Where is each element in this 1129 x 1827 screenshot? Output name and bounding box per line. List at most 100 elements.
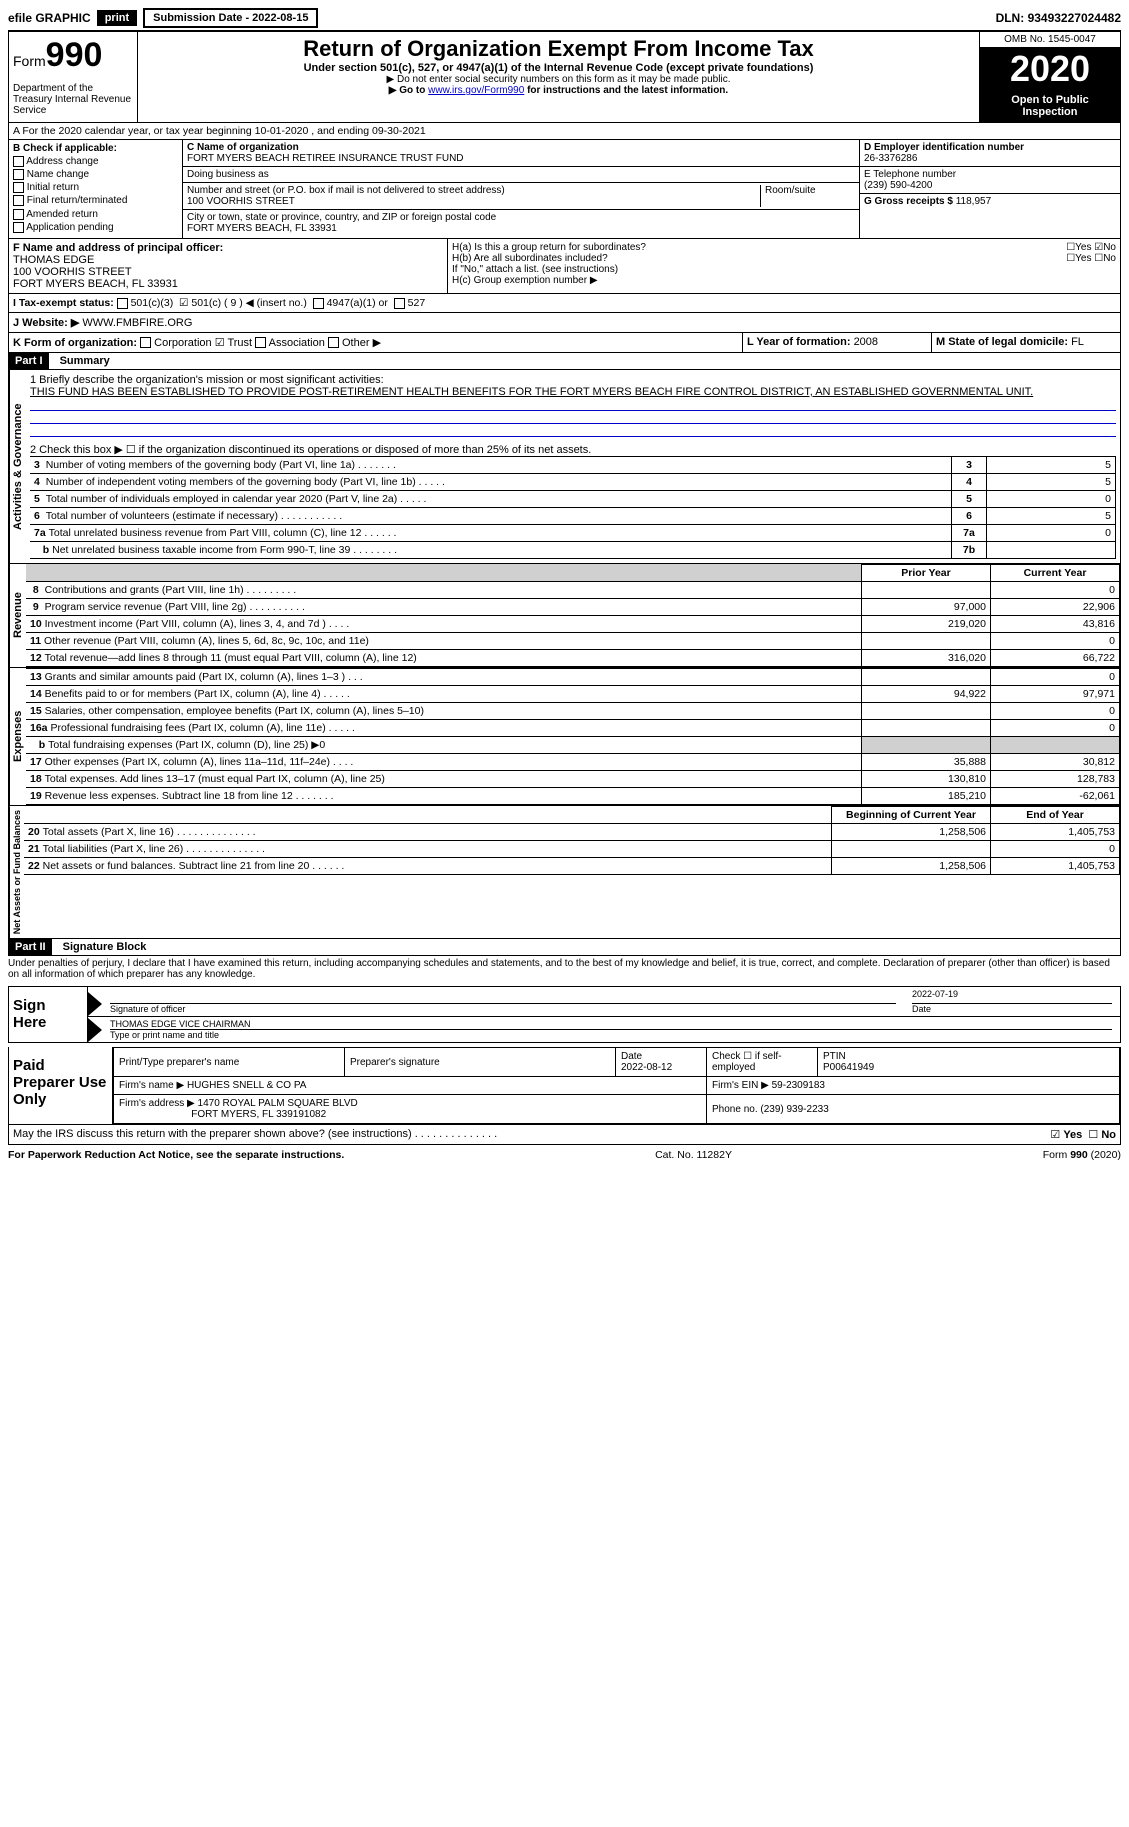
l-527: 527 — [408, 297, 426, 309]
n20-text: Total assets (Part X, line 16) — [43, 826, 174, 838]
ha-answer: ☐Yes ☑No — [1066, 242, 1116, 253]
part2-header-row: Part II Signature Block — [8, 939, 1121, 956]
checkbox-initial[interactable] — [13, 182, 24, 193]
goto-link[interactable]: www.irs.gov/Form990 — [428, 85, 524, 96]
city-value: FORT MYERS BEACH, FL 33931 — [187, 223, 855, 234]
activities-label: Activities & Governance — [9, 370, 26, 563]
e16b-c — [991, 736, 1120, 753]
table-row: 13 Grants and similar amounts paid (Part… — [26, 668, 1120, 685]
r8-c: 0 — [991, 581, 1120, 598]
checkbox-pending[interactable] — [13, 222, 24, 233]
form-subtitle: Under section 501(c), 527, or 4947(a)(1)… — [142, 62, 975, 74]
cb-4947[interactable] — [313, 298, 324, 309]
e18-c: 128,783 — [991, 770, 1120, 787]
part2-header: Part II — [9, 939, 52, 955]
efile-link[interactable]: efile GRAPHIC — [8, 11, 91, 25]
table-row: Firm's address ▶ 1470 ROYAL PALM SQUARE … — [114, 1095, 1120, 1124]
sig-date-value: 2022-07-19 — [912, 989, 1112, 1004]
l-label: L Year of formation: — [747, 336, 854, 348]
n21-c: 0 — [991, 840, 1120, 857]
n22-p: 1,258,506 — [832, 857, 991, 874]
section-de: D Employer identification number 26-3376… — [860, 140, 1120, 238]
l5-box: 5 — [952, 490, 987, 507]
section-c: C Name of organization FORT MYERS BEACH … — [183, 140, 860, 238]
l-corp: Corporation — [154, 337, 211, 349]
e15-text: Salaries, other compensation, employee b… — [45, 705, 424, 717]
print-button[interactable]: print — [97, 10, 137, 26]
prep-check-label: Check ☐ if self-employed — [707, 1048, 818, 1077]
arrow-icon-2 — [88, 1018, 102, 1042]
gross-value: 118,957 — [956, 196, 991, 207]
tax-status-row: I Tax-exempt status: 501(c)(3) ☑ 501(c) … — [8, 294, 1121, 313]
city-row: City or town, state or province, country… — [183, 210, 859, 236]
n21-p — [832, 840, 991, 857]
n20-c: 1,405,753 — [991, 823, 1120, 840]
street-value: 100 VOORHIS STREET — [187, 196, 760, 207]
blank-line1 — [30, 398, 1116, 411]
prep-date-value: 2022-08-12 — [621, 1062, 672, 1073]
firm-ein-value: 59-2309183 — [772, 1080, 825, 1091]
phone-label: E Telephone number — [864, 169, 956, 180]
cb-assoc[interactable] — [255, 337, 266, 348]
l3-val: 5 — [987, 456, 1116, 473]
netassets-table: Beginning of Current YearEnd of Year 20 … — [24, 806, 1120, 875]
lines-3-7: 3 Number of voting members of the govern… — [30, 456, 1116, 559]
n21-text: Total liabilities (Part X, line 26) — [43, 843, 184, 855]
name-label: C Name of organization — [187, 142, 299, 153]
open-to-public: Open to Public Inspection — [980, 90, 1120, 122]
checkbox-amended[interactable] — [13, 209, 24, 220]
checkbox-address[interactable] — [13, 156, 24, 167]
e13-c: 0 — [991, 668, 1120, 685]
hb-note: If "No," attach a list. (see instruction… — [452, 264, 1116, 275]
table-row: b Net unrelated business taxable income … — [30, 541, 1116, 558]
l7a-val: 0 — [987, 524, 1116, 541]
e14-p: 94,922 — [862, 685, 991, 702]
expenses-vert-label: Expenses — [9, 668, 26, 805]
revenue-block: Revenue Prior YearCurrent Year 8 Contrib… — [8, 564, 1121, 668]
dba-row: Doing business as — [183, 167, 859, 183]
hb-label: H(b) Are all subordinates included? — [452, 253, 608, 264]
table-row: 14 Benefits paid to or for members (Part… — [26, 685, 1120, 702]
declaration-text: Under penalties of perjury, I declare th… — [8, 956, 1121, 982]
submission-value: 2022-08-15 — [252, 12, 308, 24]
org-name: FORT MYERS BEACH RETIREE INSURANCE TRUST… — [187, 153, 855, 164]
r8-p — [862, 581, 991, 598]
cb-other[interactable] — [328, 337, 339, 348]
checkbox-name[interactable] — [13, 169, 24, 180]
cb-501c3[interactable] — [117, 298, 128, 309]
cb-527[interactable] — [394, 298, 405, 309]
header-row: Prior YearCurrent Year — [26, 564, 1120, 581]
table-row: b Total fundraising expenses (Part IX, c… — [26, 736, 1120, 753]
form-title: Return of Organization Exempt From Incom… — [142, 36, 975, 62]
checkbox-final[interactable] — [13, 195, 24, 206]
section-f: F Name and address of principal officer:… — [9, 239, 448, 293]
firm-addr2-value: FORT MYERS, FL 339191082 — [191, 1109, 326, 1120]
top-bar: efile GRAPHIC print Submission Date - 20… — [8, 8, 1121, 31]
mission-text: THIS FUND HAS BEEN ESTABLISHED TO PROVID… — [30, 386, 1116, 398]
form-num: 990 — [46, 36, 103, 74]
dln-value: 93493227024482 — [1028, 11, 1121, 25]
table-row: 4 Number of independent voting members o… — [30, 473, 1116, 490]
department: Department of the Treasury Internal Reve… — [13, 83, 133, 116]
l6-val: 5 — [987, 507, 1116, 524]
prep-name-label: Print/Type preparer's name — [114, 1048, 345, 1077]
table-row: 5 Total number of individuals employed i… — [30, 490, 1116, 507]
l7b-val — [987, 541, 1116, 558]
part2-title: Signature Block — [55, 941, 147, 953]
paid-table: Print/Type preparer's name Preparer's si… — [113, 1047, 1120, 1124]
n22-c: 1,405,753 — [991, 857, 1120, 874]
e18-text: Total expenses. Add lines 13–17 (must eq… — [45, 773, 385, 785]
officer-name: THOMAS EDGE — [13, 254, 94, 266]
discuss-text: May the IRS discuss this return with the… — [13, 1128, 497, 1141]
e13-text: Grants and similar amounts paid (Part IX… — [45, 671, 346, 683]
taxstatus-label: I Tax-exempt status: — [13, 297, 114, 309]
cb-corp[interactable] — [140, 337, 151, 348]
cb-name-label: Name change — [27, 169, 89, 180]
part1-header: Part I — [9, 353, 49, 369]
no-label: No — [1101, 1129, 1116, 1141]
section-h: H(a) Is this a group return for subordin… — [448, 239, 1120, 293]
l3-box: 3 — [952, 456, 987, 473]
firm-ein-label: Firm's EIN ▶ — [712, 1080, 772, 1091]
paid-preparer-block: Paid Preparer Use Only Print/Type prepar… — [8, 1047, 1121, 1125]
current-label: Current Year — [1024, 567, 1087, 579]
